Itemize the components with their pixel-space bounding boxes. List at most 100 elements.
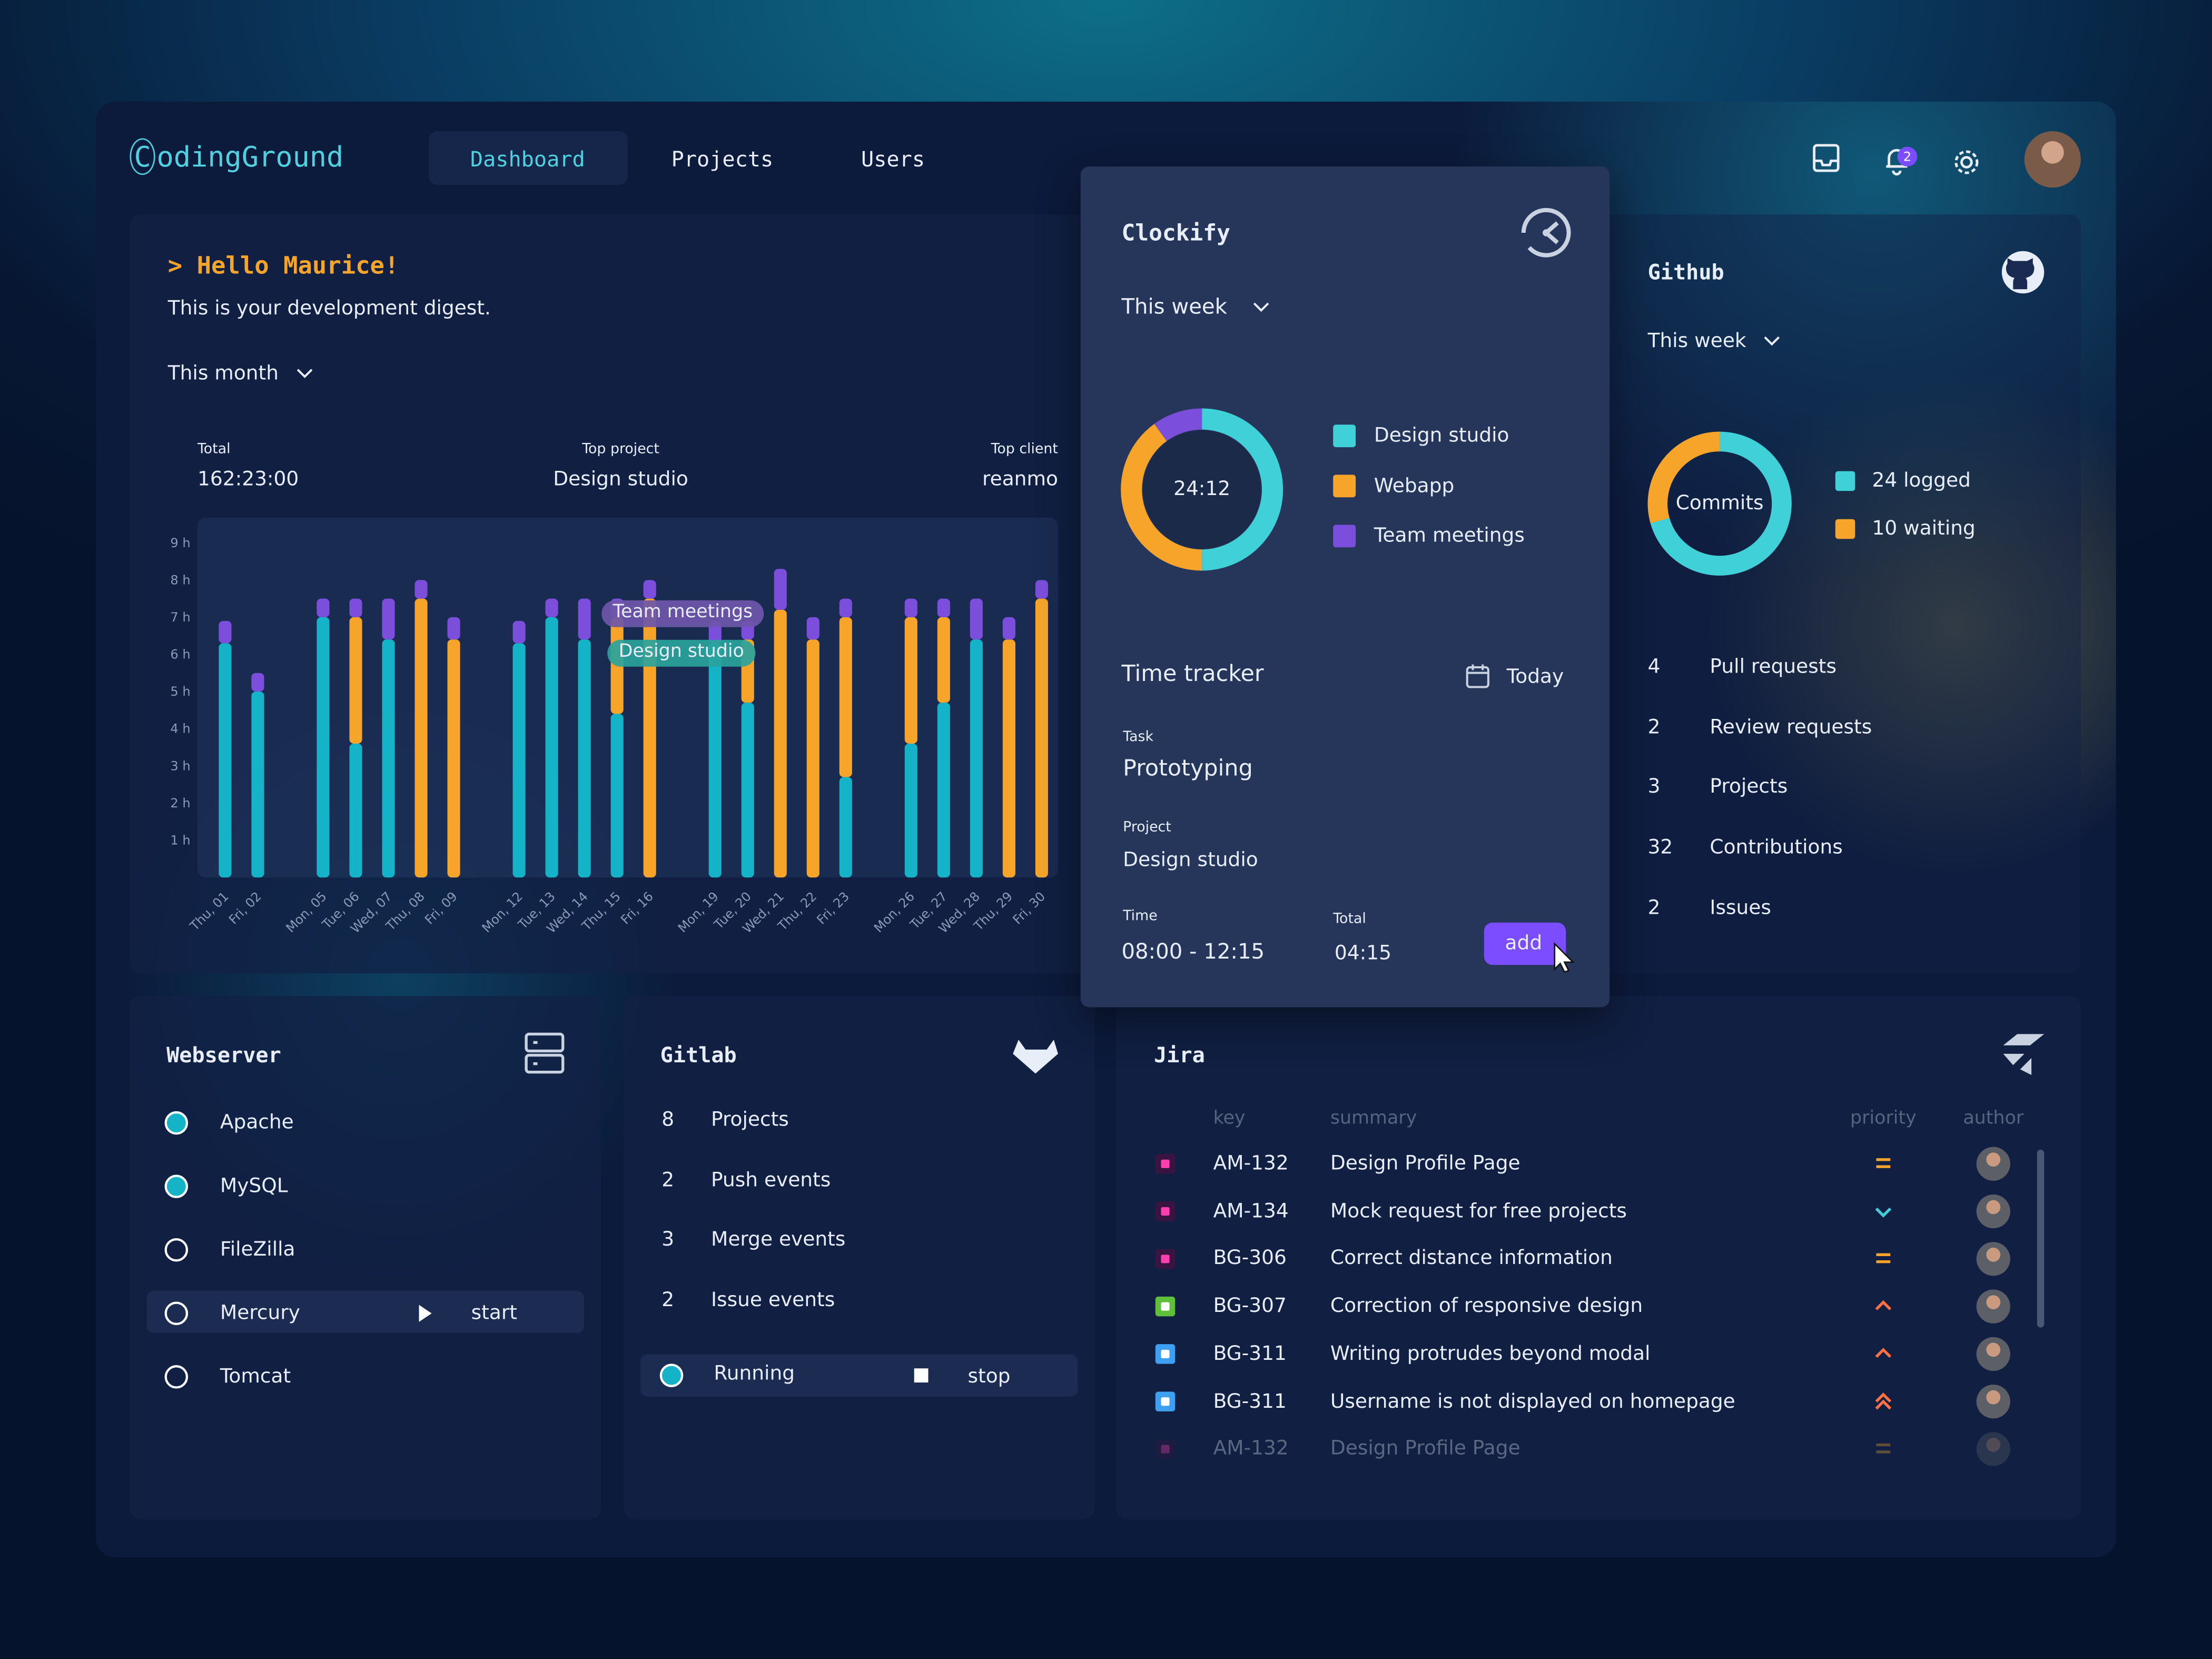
stat-label: Projects [710,1109,789,1132]
bar-segment [317,598,330,617]
issue-summary[interactable]: Design Profile Page [1330,1152,1520,1176]
bar-segment [643,598,656,878]
add-button[interactable] [1484,922,1566,965]
stat-label: Top client [991,442,1058,458]
period[interactable]: This month [167,362,279,386]
issue-summary[interactable]: Design Profile Page [1330,1437,1520,1460]
bar-segment [251,673,264,692]
stat-count: 2 [661,1169,675,1192]
donut-segment [1650,431,1792,576]
bar-segment [643,580,656,599]
cursor [1554,942,1575,973]
bar-segment [545,617,558,878]
section-title: Time tracker [1121,660,1264,687]
bar-segment [1002,639,1015,878]
jira-row [1155,1432,2010,1466]
issue-summary[interactable]: Username is not displayed on homepage [1330,1390,1735,1413]
y-tick-label: 8 h [170,572,190,587]
bar-segment [447,617,460,640]
bar-segment [937,703,950,878]
clockify-card [1080,166,1610,1008]
bar-segment [839,598,852,617]
bar-segment [839,777,852,878]
card-title: Github [1647,259,1724,285]
bar-segment [806,639,819,878]
bar-segment [1035,580,1048,599]
bar-segment [1035,598,1048,878]
nav-active[interactable] [429,131,628,185]
bar-segment [741,703,754,878]
field-label: Time [1123,908,1158,925]
dropdown-chevrons[interactable] [297,302,1780,379]
author-avatar [1976,1432,2010,1466]
field-label: Project [1123,819,1171,836]
bar-segment [382,639,395,878]
legend-label: Webapp [1374,475,1455,498]
priority-icon [1875,1348,1892,1358]
webserver-card [130,996,601,1519]
jira-row [1155,1194,2010,1229]
action[interactable]: stop [967,1365,1011,1388]
scrollbar[interactable] [2037,1150,2045,1328]
period[interactable]: This week [1121,294,1227,320]
field-value: Prototyping [1123,754,1253,782]
stat-label: Issues [1710,896,1771,920]
github-icon-cat [2006,258,2035,290]
issue-summary[interactable]: Correction of responsive design [1330,1295,1643,1318]
server-action[interactable]: start [471,1302,517,1325]
bar-segment [349,598,362,617]
card-title: Webserver [166,1042,281,1068]
bar-segment [904,598,917,617]
field-label: Task [1123,729,1153,745]
stat-value: reanmo [982,468,1058,491]
stat-label: Contributions [1710,836,1843,860]
nav-item[interactable]: Users [861,146,925,172]
bar-segment [349,743,362,878]
server-name: Mercury [220,1302,300,1325]
stat-label: Review requests [1710,716,1872,739]
stop-icon[interactable] [914,1368,929,1382]
issue-key: BG-306 [1213,1247,1287,1270]
legend-swatch [1333,525,1356,548]
issue-type-icon [1155,1439,1176,1459]
status-dot [164,1365,189,1389]
bar-segment [970,639,983,878]
y-tick-label: 5 h [170,684,190,699]
issue-type-mark [1161,1349,1170,1358]
jira-row [1155,1147,2010,1181]
play-icon[interactable] [419,1305,432,1322]
period[interactable]: This week [1647,330,1746,353]
issue-type-mark [1161,1302,1170,1311]
button-label[interactable]: add [1505,932,1543,955]
bar-segment [774,609,787,878]
gitlab-card [623,996,1095,1519]
issue-key: AM-134 [1213,1200,1289,1223]
issue-key: BG-311 [1213,1390,1287,1413]
stat-value: Design studio [553,468,688,491]
legend-swatch [1333,424,1356,448]
author-face [1986,1390,2001,1405]
issue-key: BG-307 [1213,1295,1287,1318]
bar-segment [512,620,526,644]
bar-segment [904,743,917,878]
issue-summary[interactable]: Mock request for free projects [1330,1200,1627,1223]
author-face [1986,1437,2001,1452]
donut-center: Commits [1675,492,1764,515]
nav-item[interactable]: Projects [671,146,774,172]
issue-summary[interactable]: Correct distance information [1330,1247,1613,1270]
nav-item[interactable]: Dashboard [470,146,585,172]
date[interactable]: Today [1506,666,1564,689]
header-icons[interactable] [1813,144,1979,176]
bar-segment [839,617,852,777]
issue-summary[interactable]: Writing protrudes beyond modal [1330,1342,1651,1366]
legend-label: 10 waiting [1872,517,1976,540]
donut-hole [1142,430,1261,549]
issue-type-mark [1161,1255,1170,1263]
priority-icon [1875,1207,1892,1218]
legend-label: Design studio [1374,424,1509,447]
legend-swatch [1835,471,1855,491]
stat-label: Merge events [710,1229,846,1252]
donut-center: 24:12 [1173,478,1231,501]
server-name: Apache [220,1111,294,1134]
